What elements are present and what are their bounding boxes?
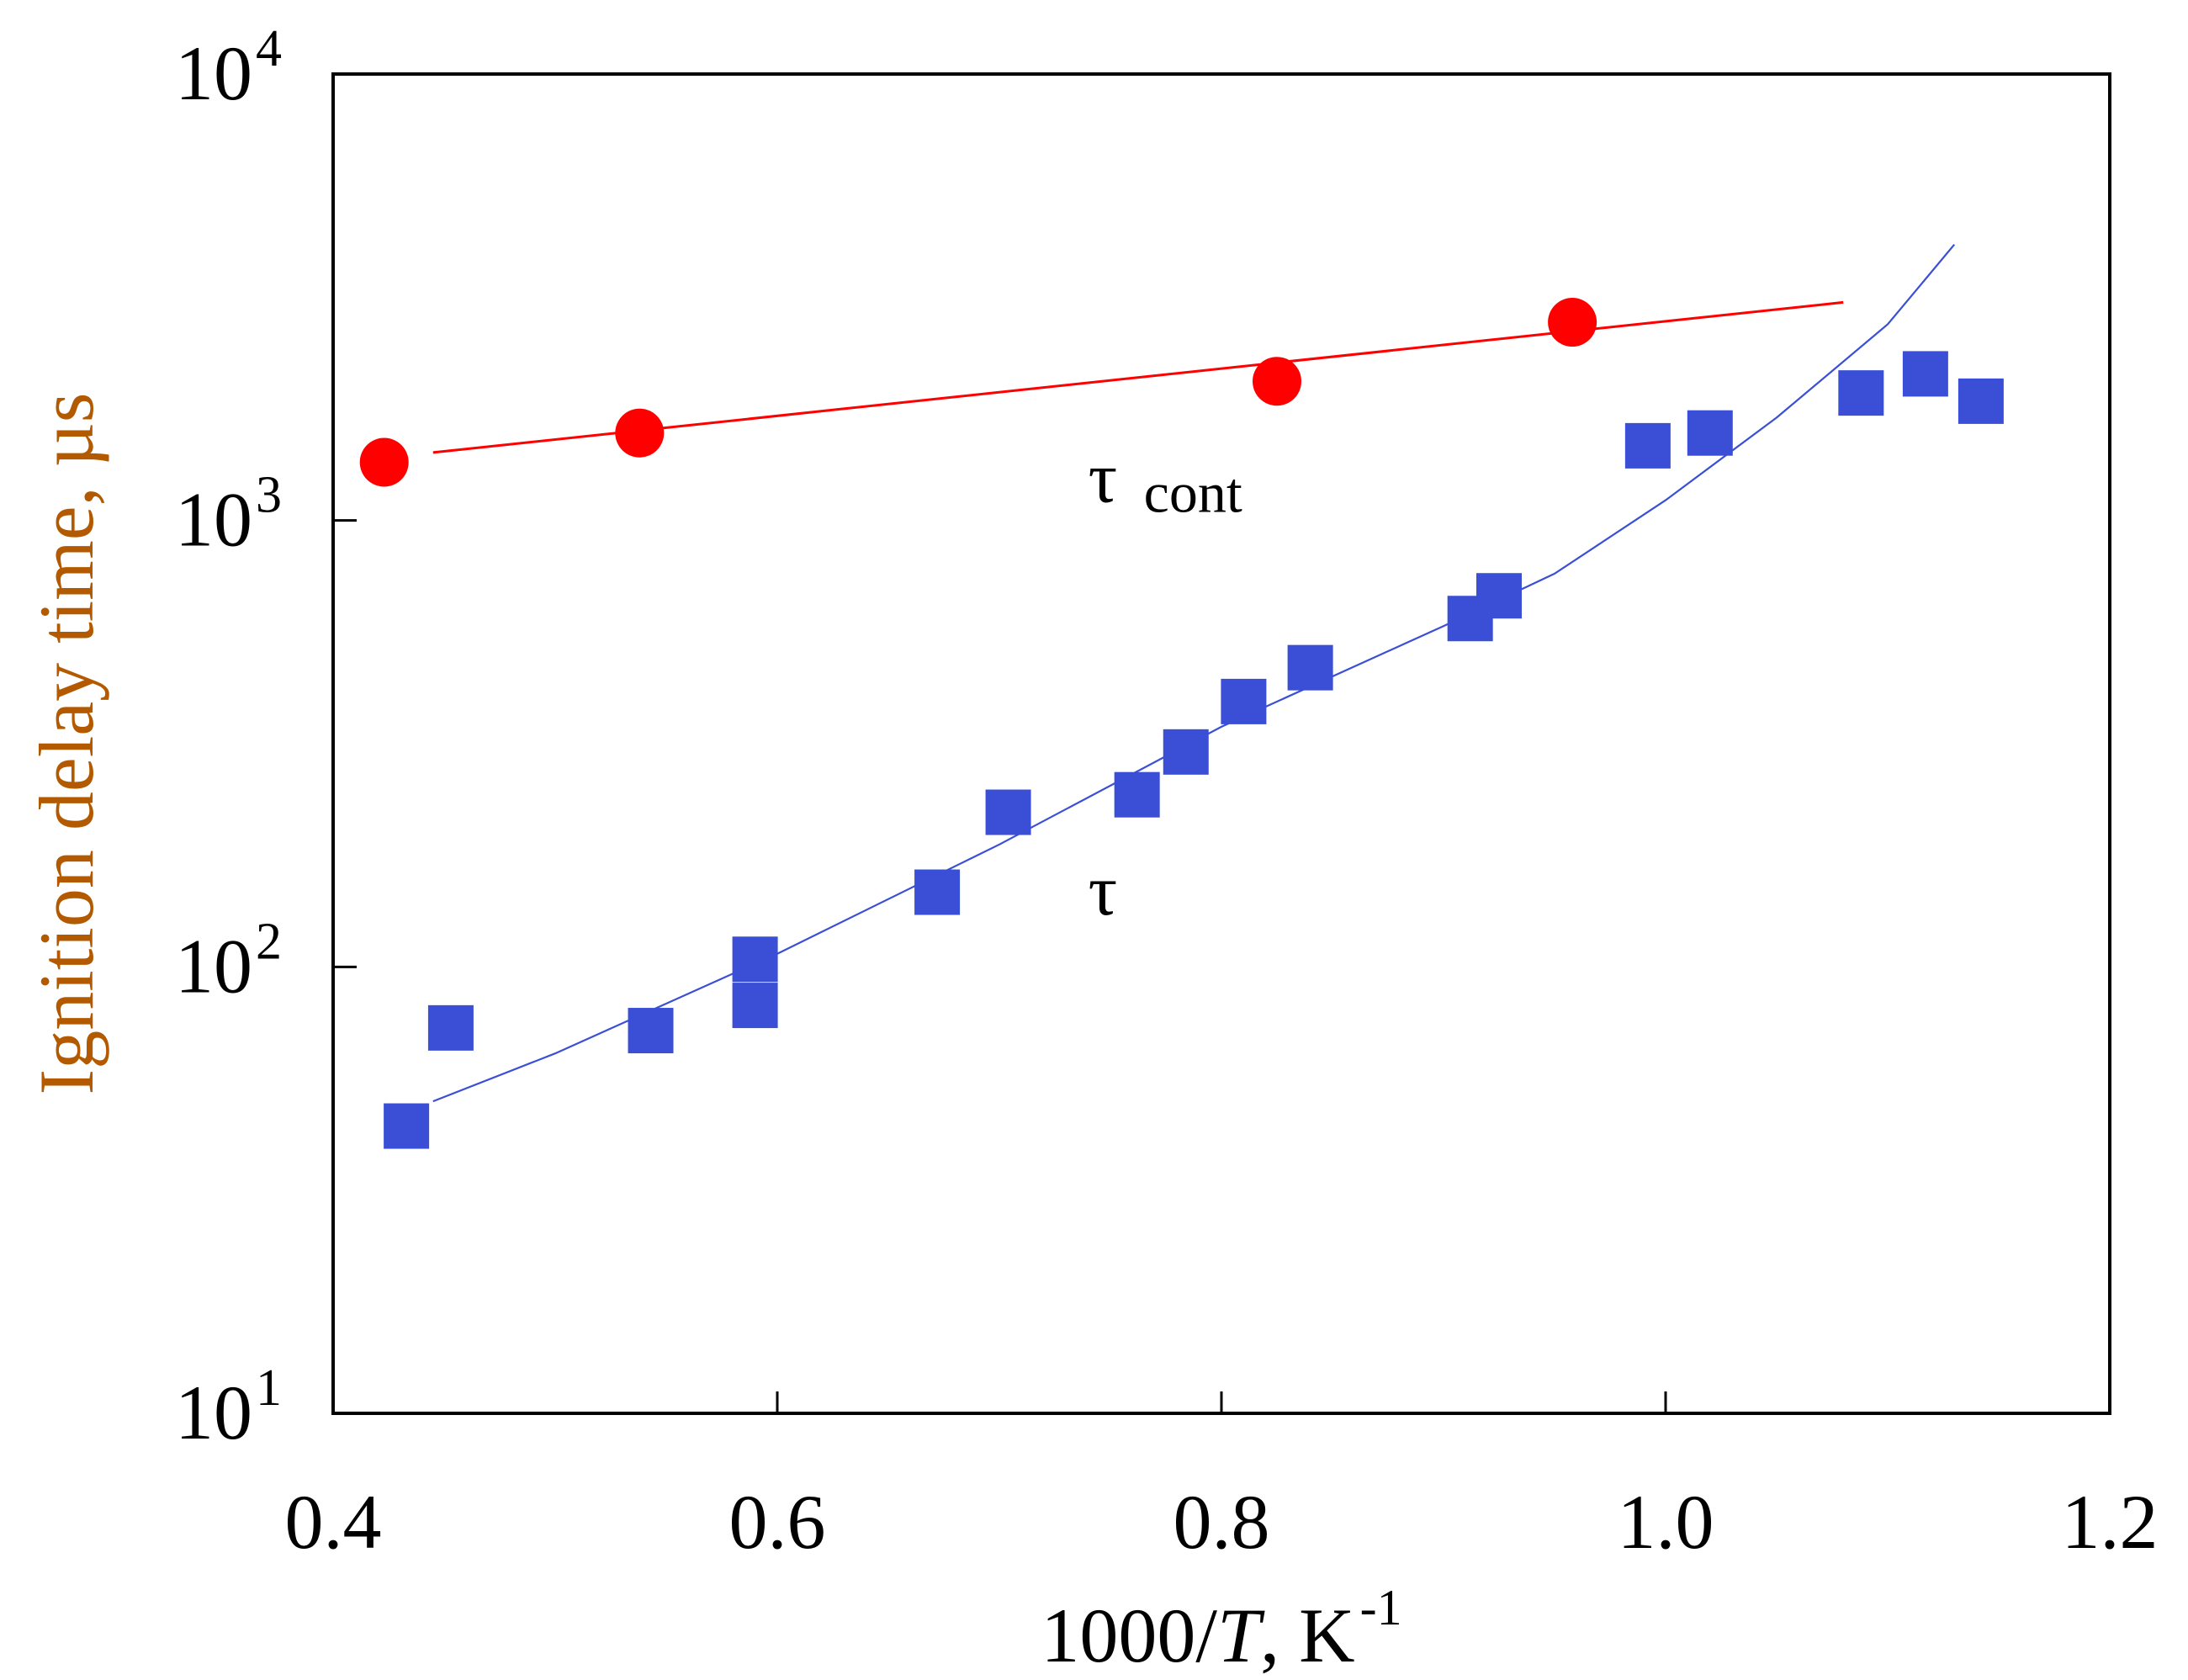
data-point-tau <box>1687 410 1733 456</box>
data-point-tau <box>732 983 778 1029</box>
y-tick-base: 10 <box>175 30 252 116</box>
y-tick-base: 10 <box>175 1370 252 1455</box>
data-point-tau <box>1163 729 1209 775</box>
data-point-tau <box>1476 573 1522 619</box>
data-point-tau-cont <box>1548 298 1597 347</box>
data-point-tau <box>1221 678 1267 724</box>
x-axis-title-suffix: , K <box>1260 1593 1354 1678</box>
y-tick-base: 10 <box>175 477 252 563</box>
data-point-tau <box>1624 422 1671 469</box>
x-tick-label: 1.2 <box>2062 1479 2159 1565</box>
x-tick-label: 1.0 <box>1618 1479 1714 1565</box>
y-tick-exponent: 1 <box>256 1359 282 1417</box>
data-point-tau <box>1838 370 1884 416</box>
data-point-tau <box>732 936 778 983</box>
y-tick-exponent: 3 <box>256 467 282 524</box>
data-points <box>359 298 2004 1149</box>
x-axis-title-prefix: 1000/ <box>1041 1593 1217 1678</box>
data-point-tau <box>628 1008 674 1054</box>
y-tick-exponent: 2 <box>256 913 282 970</box>
x-axis-title-superscript: -1 <box>1360 1580 1402 1635</box>
data-point-tau <box>1958 378 2004 424</box>
series-label-tau-cont-sub: cont <box>1144 461 1242 525</box>
series-label-tau-cont-main: τ <box>1089 437 1118 518</box>
series-label-tau-cont: τ cont <box>1089 437 1242 525</box>
plot-frame <box>331 72 2111 1415</box>
data-point-tau <box>427 1004 474 1051</box>
series-label-tau: τ <box>1089 850 1118 930</box>
y-tick-exponent: 4 <box>256 20 282 77</box>
data-point-tau <box>985 789 1031 835</box>
data-point-tau <box>1287 644 1333 691</box>
x-tick-label: 0.4 <box>285 1479 382 1565</box>
data-point-tau <box>914 869 961 915</box>
x-axis-title: 1000/T, K -1 <box>1041 1580 1401 1678</box>
x-tick-label: 0.8 <box>1173 1479 1270 1565</box>
y-axis-title: Ignition delay time, µs <box>24 393 109 1095</box>
data-point-tau <box>1902 351 1948 397</box>
fit-line-tau-cont <box>432 300 1844 454</box>
y-tick-label: 10 <box>175 477 252 563</box>
x-tick-label: 0.6 <box>729 1479 826 1565</box>
data-point-tau <box>384 1103 430 1149</box>
fit-line-tau <box>432 243 1956 1103</box>
data-point-tau <box>1114 771 1160 818</box>
x-axis-title-variable: T <box>1217 1593 1265 1678</box>
y-tick-label: 10 <box>175 30 252 116</box>
data-point-tau-cont <box>1253 357 1301 406</box>
fit-lines <box>432 243 1956 1103</box>
y-tick-base: 10 <box>175 923 252 1009</box>
y-tick-label: 10 <box>175 923 252 1009</box>
y-tick-label: 10 <box>175 1370 252 1455</box>
data-point-tau-cont <box>359 437 409 487</box>
data-point-tau-cont <box>615 408 665 458</box>
